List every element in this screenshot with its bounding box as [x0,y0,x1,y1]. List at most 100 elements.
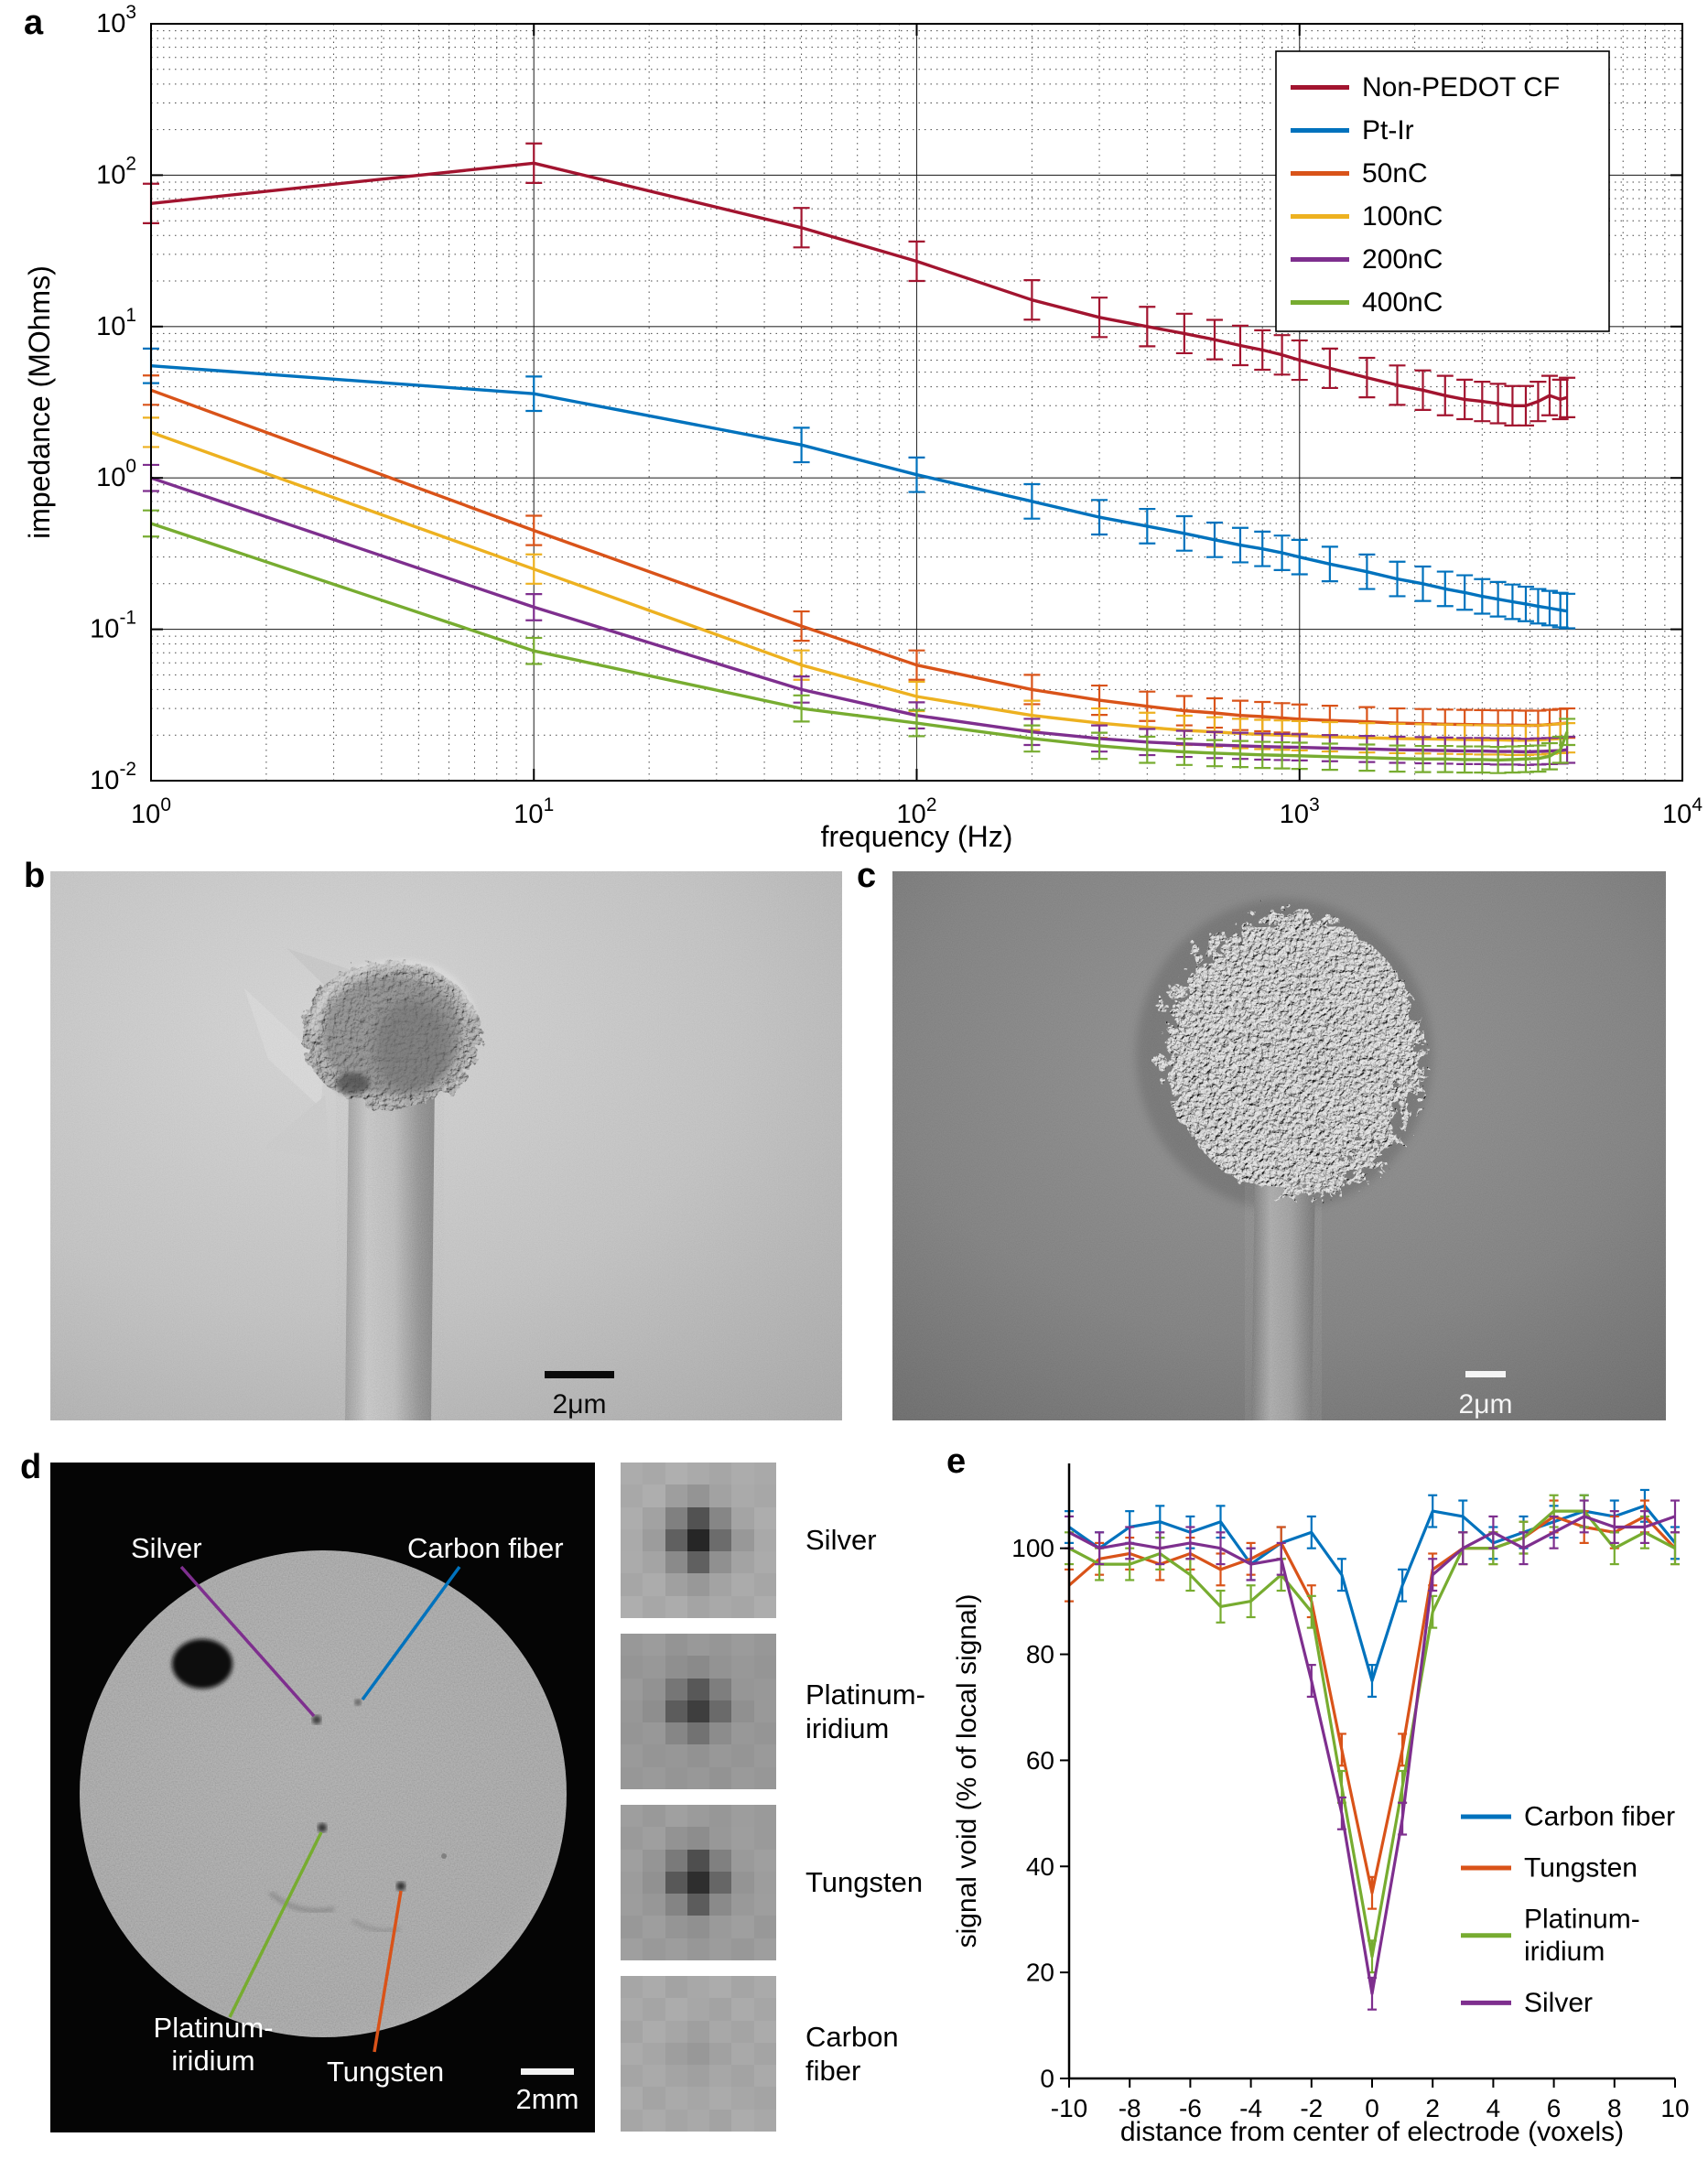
voxel-pixel [753,2020,776,2043]
voxel-pixel [731,1916,754,1938]
carbon-fiber-annotation-line [361,1565,461,1701]
inset-label-carbon-fiber: Carbon fiber [805,2020,899,2087]
voxel-pixel [731,1871,754,1895]
platinum-iridium-annotation-line [228,1831,323,2018]
voxel-pixel [709,1849,732,1872]
x-axis-label: distance from center of electrode (voxel… [1120,2117,1624,2147]
voxel-pixel [709,1463,732,1485]
voxel-pixel [731,1976,754,1999]
voxel-pixel [621,1700,643,1723]
svg-text:100nC: 100nC [1362,201,1443,232]
voxel-pixel [686,1998,710,2021]
legend: Non-PEDOT CF Pt-Ir 50nC 100nC 200nC 400nC [1275,50,1610,332]
voxel-pixel [665,1656,687,1679]
voxel-pixel [709,2065,732,2088]
voxel-pixel [709,2020,732,2043]
voxel-pixel [753,2087,776,2110]
voxel-pixel [753,1463,776,1485]
voxel-pixel [686,1827,710,1850]
voxel-pixel [709,1700,732,1723]
voxel-pixel [686,2109,710,2132]
inset-label-silver: Silver [805,1524,877,1557]
voxel-pixel [643,1678,665,1700]
voxel-pixel [665,1849,687,1872]
mri-inset-carbon-fiber [621,1976,776,2132]
voxel-pixel [643,1463,665,1485]
voxel-pixel [753,1656,776,1679]
voxel-pixel [709,1938,732,1960]
voxel-pixel [643,1700,665,1723]
voxel-pixel [686,1528,710,1552]
svg-text:102: 102 [96,153,136,190]
voxel-pixel [753,1700,776,1723]
mri-inset-platinum-iridium [621,1634,776,1789]
series-group [1065,1488,1680,2011]
mri-inset-tungsten [621,1805,776,1960]
voxel-pixel [686,1484,710,1507]
voxel-pixel [709,1894,732,1916]
voxel-pixel [643,1573,665,1596]
voxel-pixel [753,1678,776,1700]
voxel-pixel [731,1938,754,1960]
voxel-pixel [643,2042,665,2066]
air-bubble-void [172,1639,232,1689]
series-100nc [143,416,1576,756]
voxel-pixel [753,2042,776,2066]
svg-text:0: 0 [1365,2094,1379,2122]
voxel-pixel [643,1656,665,1679]
scalebar-b [545,1371,614,1378]
mri-inset-column [621,1463,776,2132]
voxel-pixel [643,1722,665,1745]
voxel-pixel [643,1894,665,1916]
voxel-pixel [753,2065,776,2088]
voxel-pixel [621,1528,643,1552]
voxel-pixel [621,2020,643,2043]
voxel-pixel [753,1484,776,1507]
voxel-pixel [621,1916,643,1938]
voxel-pixel [709,1484,732,1507]
svg-text:20: 20 [1026,1959,1054,1987]
voxel-pixel [665,1916,687,1938]
voxel-pixel [643,1938,665,1960]
panel-a-letter: a [24,4,44,42]
svg-text:2: 2 [1425,2094,1440,2122]
voxel-pixel [621,1506,643,1529]
voxel-pixel [686,2065,710,2088]
voxel-pixel [731,1678,754,1700]
panel-d-letter: d [20,1448,42,1486]
voxel-pixel [686,1916,710,1938]
voxel-pixel [753,1827,776,1850]
svg-text:Carbon fiber: Carbon fiber [1524,1802,1675,1832]
voxel-pixel [686,2042,710,2066]
voxel-pixel [731,1744,754,1767]
panel-e-letter: e [946,1442,967,1481]
tungsten-annotation-line [373,1890,403,2053]
svg-text:80: 80 [1026,1640,1054,1668]
voxel-pixel [731,1700,754,1723]
voxel-pixel [686,1938,710,1960]
svg-text:Silver: Silver [1524,1988,1593,2018]
voxel-pixel [753,1805,776,1828]
svg-text:6: 6 [1547,2094,1562,2122]
sem-image-bare-fiber: 2μm [50,871,842,1420]
svg-text:10: 10 [1660,2094,1689,2122]
voxel-pixel [665,1827,687,1850]
voxel-pixel [686,1766,710,1789]
voxel-pixel [731,2020,754,2043]
voxel-pixel [686,2020,710,2043]
voxel-pixel [643,1916,665,1938]
voxel-pixel [686,2087,710,2110]
y-axis-label: impedance (MOhms) [23,265,56,539]
voxel-pixel [731,1551,754,1574]
voxel-pixel [709,1506,732,1529]
voxel-pixel [709,2087,732,2110]
voxel-pixel [665,1894,687,1916]
voxel-pixel [643,1998,665,2021]
voxel-pixel [621,2087,643,2110]
voxel-pixel [643,2087,665,2110]
voxel-pixel [643,1805,665,1828]
mri-inset-silver [621,1463,776,1618]
voxel-pixel [753,1595,776,1618]
scalebar-b-label: 2μm [553,1389,607,1420]
voxel-pixel [665,1506,687,1529]
